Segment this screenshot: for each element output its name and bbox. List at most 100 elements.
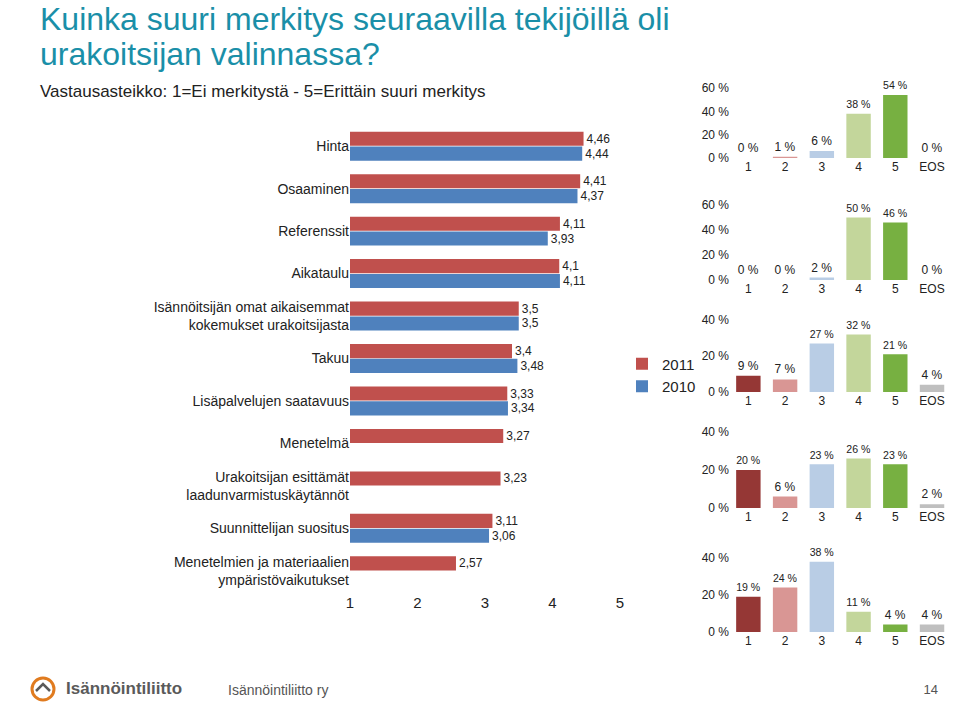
svg-text:40 %: 40 %: [702, 223, 730, 237]
svg-text:Takuu: Takuu: [312, 350, 349, 366]
svg-text:3: 3: [818, 394, 825, 408]
svg-text:0 %: 0 %: [738, 141, 759, 155]
svg-text:3,23: 3,23: [504, 471, 528, 485]
svg-text:0 %: 0 %: [708, 625, 729, 639]
svg-text:5: 5: [892, 634, 899, 648]
svg-text:2,57: 2,57: [459, 556, 483, 570]
svg-text:Osaaminen: Osaaminen: [277, 181, 349, 197]
svg-text:1 %: 1 %: [775, 140, 796, 154]
svg-text:0 %: 0 %: [775, 263, 796, 277]
svg-text:19 %: 19 %: [736, 581, 761, 593]
svg-text:4 %: 4 %: [922, 608, 943, 622]
svg-text:EOS: EOS: [919, 394, 944, 408]
svg-text:0 %: 0 %: [708, 273, 729, 287]
svg-text:40 %: 40 %: [702, 551, 730, 565]
svg-text:2: 2: [782, 510, 789, 524]
svg-text:6 %: 6 %: [775, 480, 796, 494]
svg-text:0 %: 0 %: [738, 263, 759, 277]
svg-text:4: 4: [548, 594, 556, 611]
svg-text:Hinta: Hinta: [316, 138, 349, 154]
svg-text:23 %: 23 %: [883, 449, 908, 461]
svg-text:11 %: 11 %: [846, 596, 870, 608]
svg-text:1: 1: [745, 282, 752, 296]
svg-text:Menetelmä: Menetelmä: [280, 435, 349, 451]
svg-text:38 %: 38 %: [810, 546, 835, 558]
svg-text:3: 3: [818, 510, 825, 524]
svg-text:2: 2: [782, 634, 789, 648]
svg-text:5: 5: [892, 394, 899, 408]
svg-text:40 %: 40 %: [702, 313, 730, 327]
svg-text:27 %: 27 %: [810, 328, 835, 340]
svg-text:4,1: 4,1: [562, 259, 579, 273]
svg-text:1: 1: [745, 510, 752, 524]
svg-text:5: 5: [892, 282, 899, 296]
svg-text:1: 1: [745, 634, 752, 648]
svg-text:1: 1: [346, 594, 354, 611]
svg-text:3: 3: [481, 594, 489, 611]
svg-text:7 %: 7 %: [775, 362, 796, 376]
svg-text:3,93: 3,93: [551, 232, 575, 246]
svg-text:0 %: 0 %: [708, 501, 729, 515]
svg-text:21 %: 21 %: [883, 339, 908, 351]
svg-text:54 %: 54 %: [883, 79, 908, 91]
svg-text:2: 2: [782, 282, 789, 296]
svg-text:3,5: 3,5: [522, 302, 539, 316]
svg-text:4,11: 4,11: [563, 274, 586, 288]
svg-text:20 %: 20 %: [702, 463, 730, 477]
svg-text:3: 3: [818, 282, 825, 296]
svg-text:4,37: 4,37: [580, 189, 604, 203]
svg-text:4,44: 4,44: [585, 147, 609, 161]
svg-text:3,11: 3,11: [495, 514, 518, 528]
svg-text:2010: 2010: [662, 378, 695, 395]
svg-text:24 %: 24 %: [773, 572, 798, 584]
svg-text:Lisäpalvelujen saatavuus: Lisäpalvelujen saatavuus: [193, 393, 349, 409]
svg-text:3: 3: [818, 160, 825, 174]
svg-text:2 %: 2 %: [922, 487, 943, 501]
svg-text:Isännöitsijän omat aikaisemmat: Isännöitsijän omat aikaisemmatkokemukset…: [154, 299, 350, 333]
svg-text:3,4: 3,4: [515, 344, 532, 358]
svg-text:0 %: 0 %: [708, 151, 729, 165]
svg-text:4 %: 4 %: [922, 368, 943, 382]
svg-text:20 %: 20 %: [702, 588, 730, 602]
svg-text:23 %: 23 %: [810, 449, 835, 461]
svg-text:40 %: 40 %: [702, 105, 730, 119]
svg-text:2: 2: [782, 160, 789, 174]
svg-text:20 %: 20 %: [702, 248, 730, 262]
svg-text:4: 4: [855, 394, 862, 408]
svg-text:4 %: 4 %: [885, 608, 906, 622]
svg-text:4,41: 4,41: [583, 174, 607, 188]
svg-text:Urakoitsijan esittämätlaadunva: Urakoitsijan esittämätlaadunvarmistuskäy…: [186, 469, 349, 503]
svg-text:3,06: 3,06: [492, 529, 516, 543]
svg-text:3,33: 3,33: [510, 387, 534, 401]
svg-text:1: 1: [745, 394, 752, 408]
svg-text:32 %: 32 %: [846, 319, 871, 331]
svg-text:0 %: 0 %: [708, 385, 729, 399]
svg-text:3,48: 3,48: [520, 359, 544, 373]
svg-text:1: 1: [745, 160, 752, 174]
svg-text:EOS: EOS: [919, 510, 944, 524]
svg-text:EOS: EOS: [919, 160, 944, 174]
svg-text:38 %: 38 %: [846, 98, 871, 110]
svg-text:46 %: 46 %: [883, 207, 908, 219]
svg-text:Suunnittelijan suositus: Suunnittelijan suositus: [210, 520, 349, 536]
svg-text:2: 2: [413, 594, 421, 611]
svg-text:2011: 2011: [662, 356, 694, 373]
svg-text:3,5: 3,5: [522, 316, 539, 330]
svg-text:EOS: EOS: [919, 634, 944, 648]
svg-text:0 %: 0 %: [922, 263, 943, 277]
svg-text:4: 4: [855, 634, 862, 648]
svg-text:6 %: 6 %: [811, 134, 832, 148]
svg-text:20 %: 20 %: [736, 454, 761, 466]
svg-text:4,11: 4,11: [563, 217, 586, 231]
svg-text:2: 2: [782, 394, 789, 408]
svg-text:5: 5: [616, 594, 624, 611]
svg-text:5: 5: [892, 160, 899, 174]
svg-text:2 %: 2 %: [811, 261, 832, 275]
svg-text:Referenssit: Referenssit: [278, 223, 349, 239]
svg-text:0 %: 0 %: [922, 141, 943, 155]
svg-text:5: 5: [892, 510, 899, 524]
svg-text:4: 4: [855, 160, 862, 174]
svg-text:3: 3: [818, 634, 825, 648]
svg-text:20 %: 20 %: [702, 349, 730, 363]
svg-text:20 %: 20 %: [702, 128, 730, 142]
